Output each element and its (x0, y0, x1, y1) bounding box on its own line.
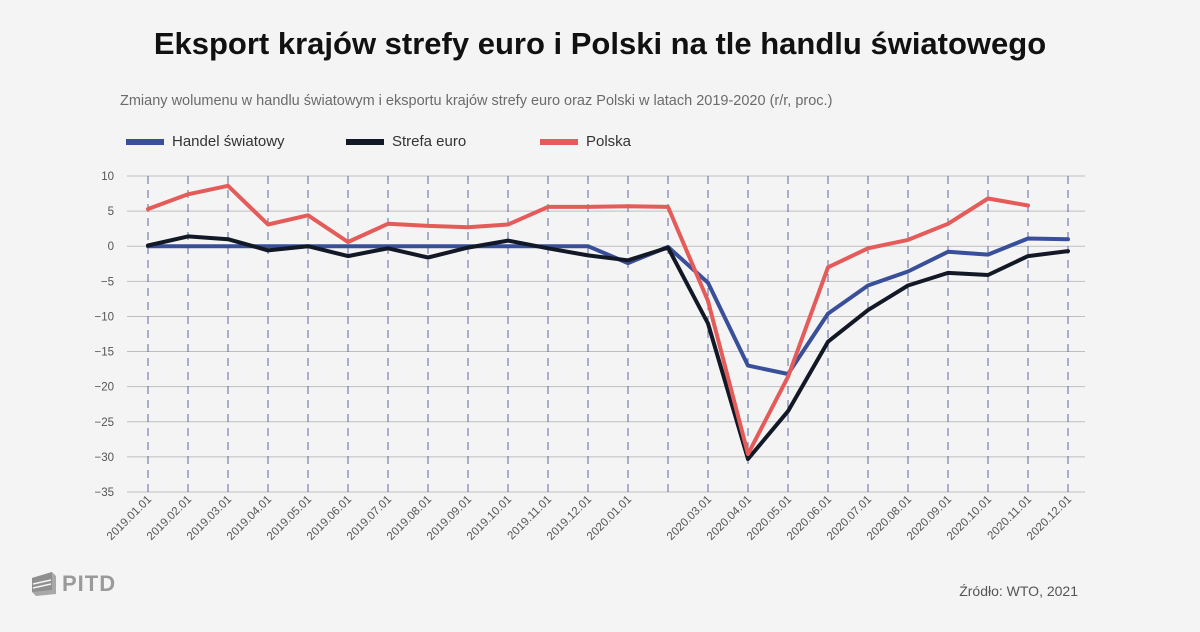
legend-label-world: Handel światowy (172, 133, 285, 150)
legend-item-poland: Polska (540, 133, 631, 150)
y-tick-label: −25 (94, 417, 114, 429)
y-tick-label: −35 (94, 487, 114, 499)
y-tick-label: −5 (101, 276, 114, 288)
y-tick-label: −15 (94, 347, 114, 359)
series-line-1 (146, 234, 1070, 461)
pitd-logo: PITD (30, 571, 116, 597)
y-tick-label: 10 (101, 171, 114, 183)
series-line-2 (146, 183, 1030, 457)
legend-swatch-poland (540, 138, 578, 145)
legend-label-euro: Strefa euro (392, 133, 467, 150)
chart-title: Eksport krajów strefy euro i Polski na t… (153, 26, 1047, 61)
legend-label-poland: Polska (586, 133, 632, 150)
y-tick-label: 0 (108, 241, 114, 253)
y-tick-label: −20 (94, 382, 114, 394)
y-tick-label: −30 (94, 452, 114, 464)
chart-subtitle: Zmiany wolumenu w handlu światowym i eks… (120, 93, 833, 109)
legend-swatch-world (126, 138, 164, 145)
legend-swatch-euro (346, 138, 384, 145)
y-tick-label: −10 (94, 311, 114, 323)
source-note: Źródło: WTO, 2021 (959, 583, 1078, 599)
legend-item-euro: Strefa euro (346, 133, 466, 150)
pitd-logo-icon (32, 572, 56, 596)
pitd-logo-text: PITD (62, 571, 117, 596)
y-tick-label: 5 (108, 206, 114, 218)
legend-item-world: Handel światowy (126, 133, 285, 150)
